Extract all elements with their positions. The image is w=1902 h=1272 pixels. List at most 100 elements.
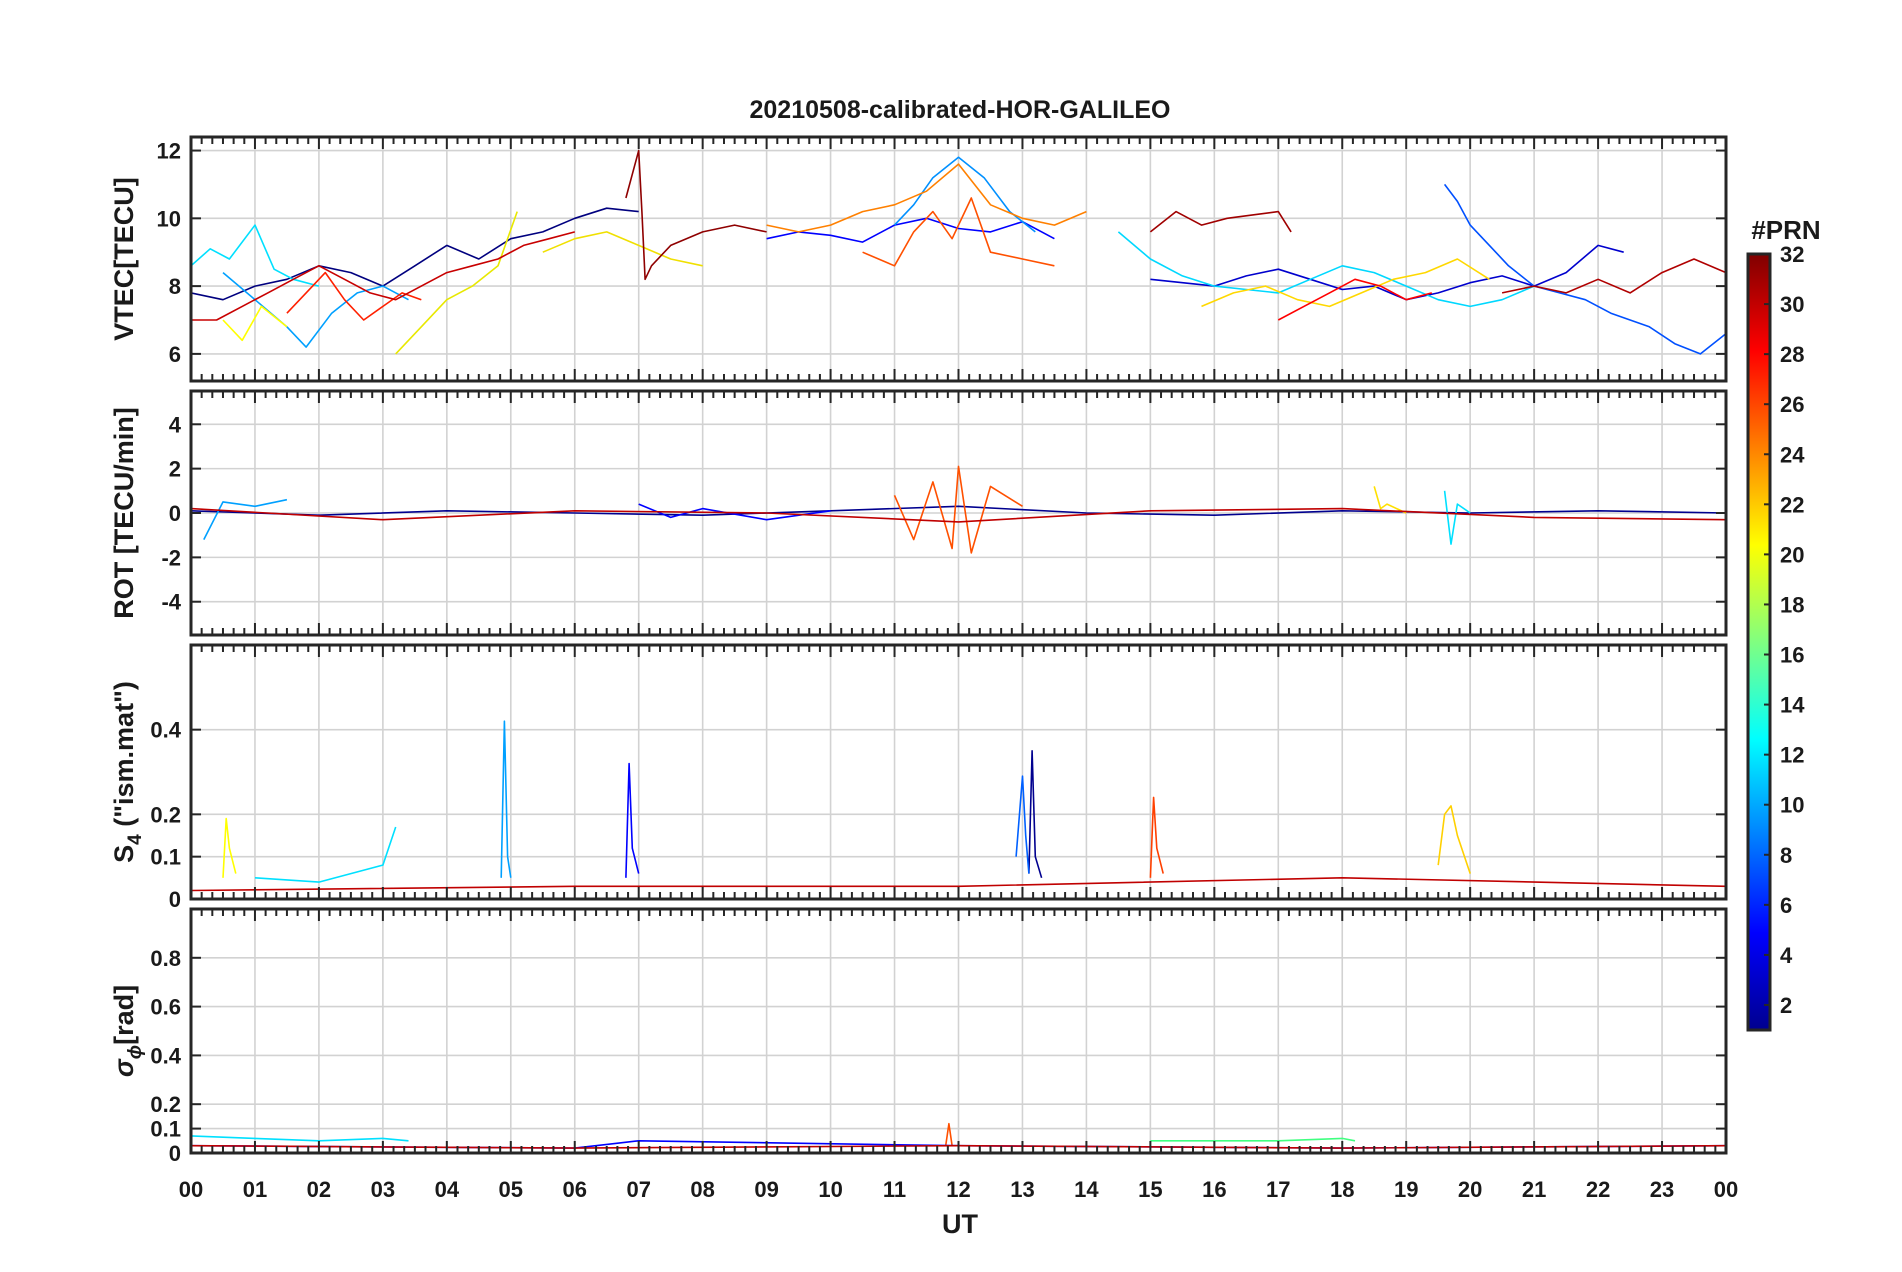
ticks-sigma_phi	[190, 909, 1727, 1154]
series-line-sigma_phi-2	[944, 1122, 953, 1146]
colorbar-tick-label: 16	[1780, 643, 1804, 668]
series-line-vtec-15	[1277, 278, 1433, 321]
y-tick-label: 0.2	[150, 1092, 181, 1117]
series-line-vtec-16	[191, 231, 576, 321]
x-tick-label: 00	[1714, 1177, 1738, 1202]
y-axis-label-s4: S4 ("ism.mat")	[109, 681, 146, 863]
x-tick-label: 11	[883, 1177, 906, 1202]
series-line-vtec-11	[1201, 258, 1490, 308]
colorbar-tick-label: 14	[1780, 693, 1805, 718]
colorbar-label: #PRN	[1751, 215, 1820, 245]
y-tick-label: 0	[169, 1141, 181, 1166]
series-line-vtec-13	[862, 197, 1055, 267]
x-tick-label: 23	[1650, 1177, 1674, 1202]
y-tick-label: 8	[169, 274, 181, 299]
y-axis-label-vtec: VTEC[TECU]	[109, 177, 139, 341]
x-tick-label: 16	[1202, 1177, 1226, 1202]
colorbar-tick-label: 30	[1780, 292, 1804, 317]
series-line-vtec-19	[1501, 258, 1726, 294]
x-tick-label: 18	[1330, 1177, 1354, 1202]
x-tick-labels: 00 01 02 03 04 05 06 07 08 09 10 11 12 13 14 15 16 17 18 19…	[179, 1177, 1738, 1202]
ylabel-subscript: ϕ	[125, 1045, 146, 1059]
series-line-rot-4	[1373, 486, 1407, 514]
series-line-sigma_phi-0	[191, 1135, 409, 1142]
colorbar-tick-label: 20	[1780, 542, 1804, 567]
x-tick-label: 14	[1074, 1177, 1099, 1202]
y-tick-label: 4	[169, 412, 182, 437]
colorbar-frame	[1746, 252, 1772, 1032]
series-group-rot	[191, 465, 1726, 554]
ticks-rot	[190, 391, 1727, 635]
ticks-vtec	[190, 137, 1727, 381]
y-tick-label: 0.4	[150, 1043, 181, 1068]
colorbar-tick-label: 28	[1780, 342, 1804, 367]
y-tick-label: 0.2	[150, 802, 181, 827]
series-line-vtec-8	[222, 305, 288, 342]
colorbar-tick-label: 22	[1780, 492, 1804, 517]
ylabel-suffix: ("ism.mat")	[109, 681, 139, 834]
y-tick-label: 0.6	[150, 995, 181, 1020]
grid-vtec	[191, 137, 1726, 381]
series-line-sigma_phi-1	[1150, 1137, 1356, 1142]
series-line-s4-2	[1028, 749, 1043, 879]
panel-sigma_phi: 00.10.20.40.60.8σϕ[rad]	[109, 907, 1728, 1166]
x-tick-label: 01	[243, 1177, 267, 1202]
panel-s4: 00.10.20.4S4 ("ism.mat")	[109, 643, 1728, 912]
x-tick-label: 04	[435, 1177, 460, 1202]
y-axis-label-rot: ROT [TECU/min]	[109, 407, 139, 618]
colorbar-tick-label: 6	[1780, 893, 1792, 918]
colorbar-tick-label: 24	[1780, 442, 1805, 467]
series-line-s4-7	[254, 826, 397, 883]
ylabel-subscript: 4	[125, 834, 146, 845]
y-tick-label: 0	[169, 501, 181, 526]
colorbar-tick-label: 32	[1780, 242, 1804, 267]
y-tick-label: -2	[161, 545, 181, 570]
x-tick-label: 06	[563, 1177, 587, 1202]
x-axis-label: UT	[942, 1209, 978, 1239]
colorbar-tick-label: 8	[1780, 843, 1792, 868]
y-tick-label: 6	[169, 342, 181, 367]
ticks-s4	[190, 645, 1727, 900]
x-tick-label: 00	[179, 1177, 203, 1202]
series-line-rot-1	[638, 503, 831, 521]
series-line-s4-4	[1149, 796, 1164, 878]
y-tick-label: 12	[157, 139, 181, 164]
x-tick-label: 20	[1458, 1177, 1482, 1202]
series-line-vtec-5	[893, 156, 1036, 233]
x-tick-label: 19	[1394, 1177, 1418, 1202]
series-line-s4-0	[500, 720, 512, 878]
series-line-rot-3	[1443, 490, 1471, 545]
series-line-vtec-3	[1443, 183, 1726, 355]
series-line-rot-5	[893, 465, 1023, 554]
series-line-s4-6	[222, 817, 237, 878]
series-line-vtec-14	[286, 271, 422, 321]
colorbar-gradient	[1748, 254, 1770, 1030]
ylabel-main: S	[109, 845, 139, 863]
y-tick-label: 0.1	[150, 1117, 181, 1142]
x-tick-label: 15	[1138, 1177, 1162, 1202]
colorbar-tick-label: 18	[1780, 592, 1804, 617]
panel-vtec: 6 8 10 12 VTEC[TECU]	[109, 135, 1728, 383]
x-tick-label: 05	[499, 1177, 523, 1202]
panel-rot: -4 -2 0 2 4 ROT [TECU/min]	[109, 389, 1728, 637]
chart-title: 20210508-calibrated-HOR-GALILEO	[750, 96, 1171, 124]
y-tick-label: -4	[161, 590, 181, 615]
series-line-vtec-7	[1117, 231, 1535, 308]
colorbar-tick-label: 2	[1780, 993, 1792, 1018]
y-tick-label: 2	[169, 457, 181, 482]
series-line-vtec-2	[1150, 244, 1624, 301]
x-tick-label: 08	[690, 1177, 714, 1202]
x-tick-label: 03	[371, 1177, 395, 1202]
x-tick-label: 10	[818, 1177, 842, 1202]
x-tick-label: 07	[626, 1177, 650, 1202]
grid-s4	[191, 645, 1726, 899]
x-tick-label: 21	[1522, 1177, 1546, 1202]
y-tick-label: 0	[169, 887, 181, 912]
series-line-rot-2	[203, 498, 288, 540]
series-line-vtec-9	[395, 211, 518, 355]
series-line-rot-6	[191, 507, 1726, 523]
series-line-vtec-0	[191, 207, 639, 301]
